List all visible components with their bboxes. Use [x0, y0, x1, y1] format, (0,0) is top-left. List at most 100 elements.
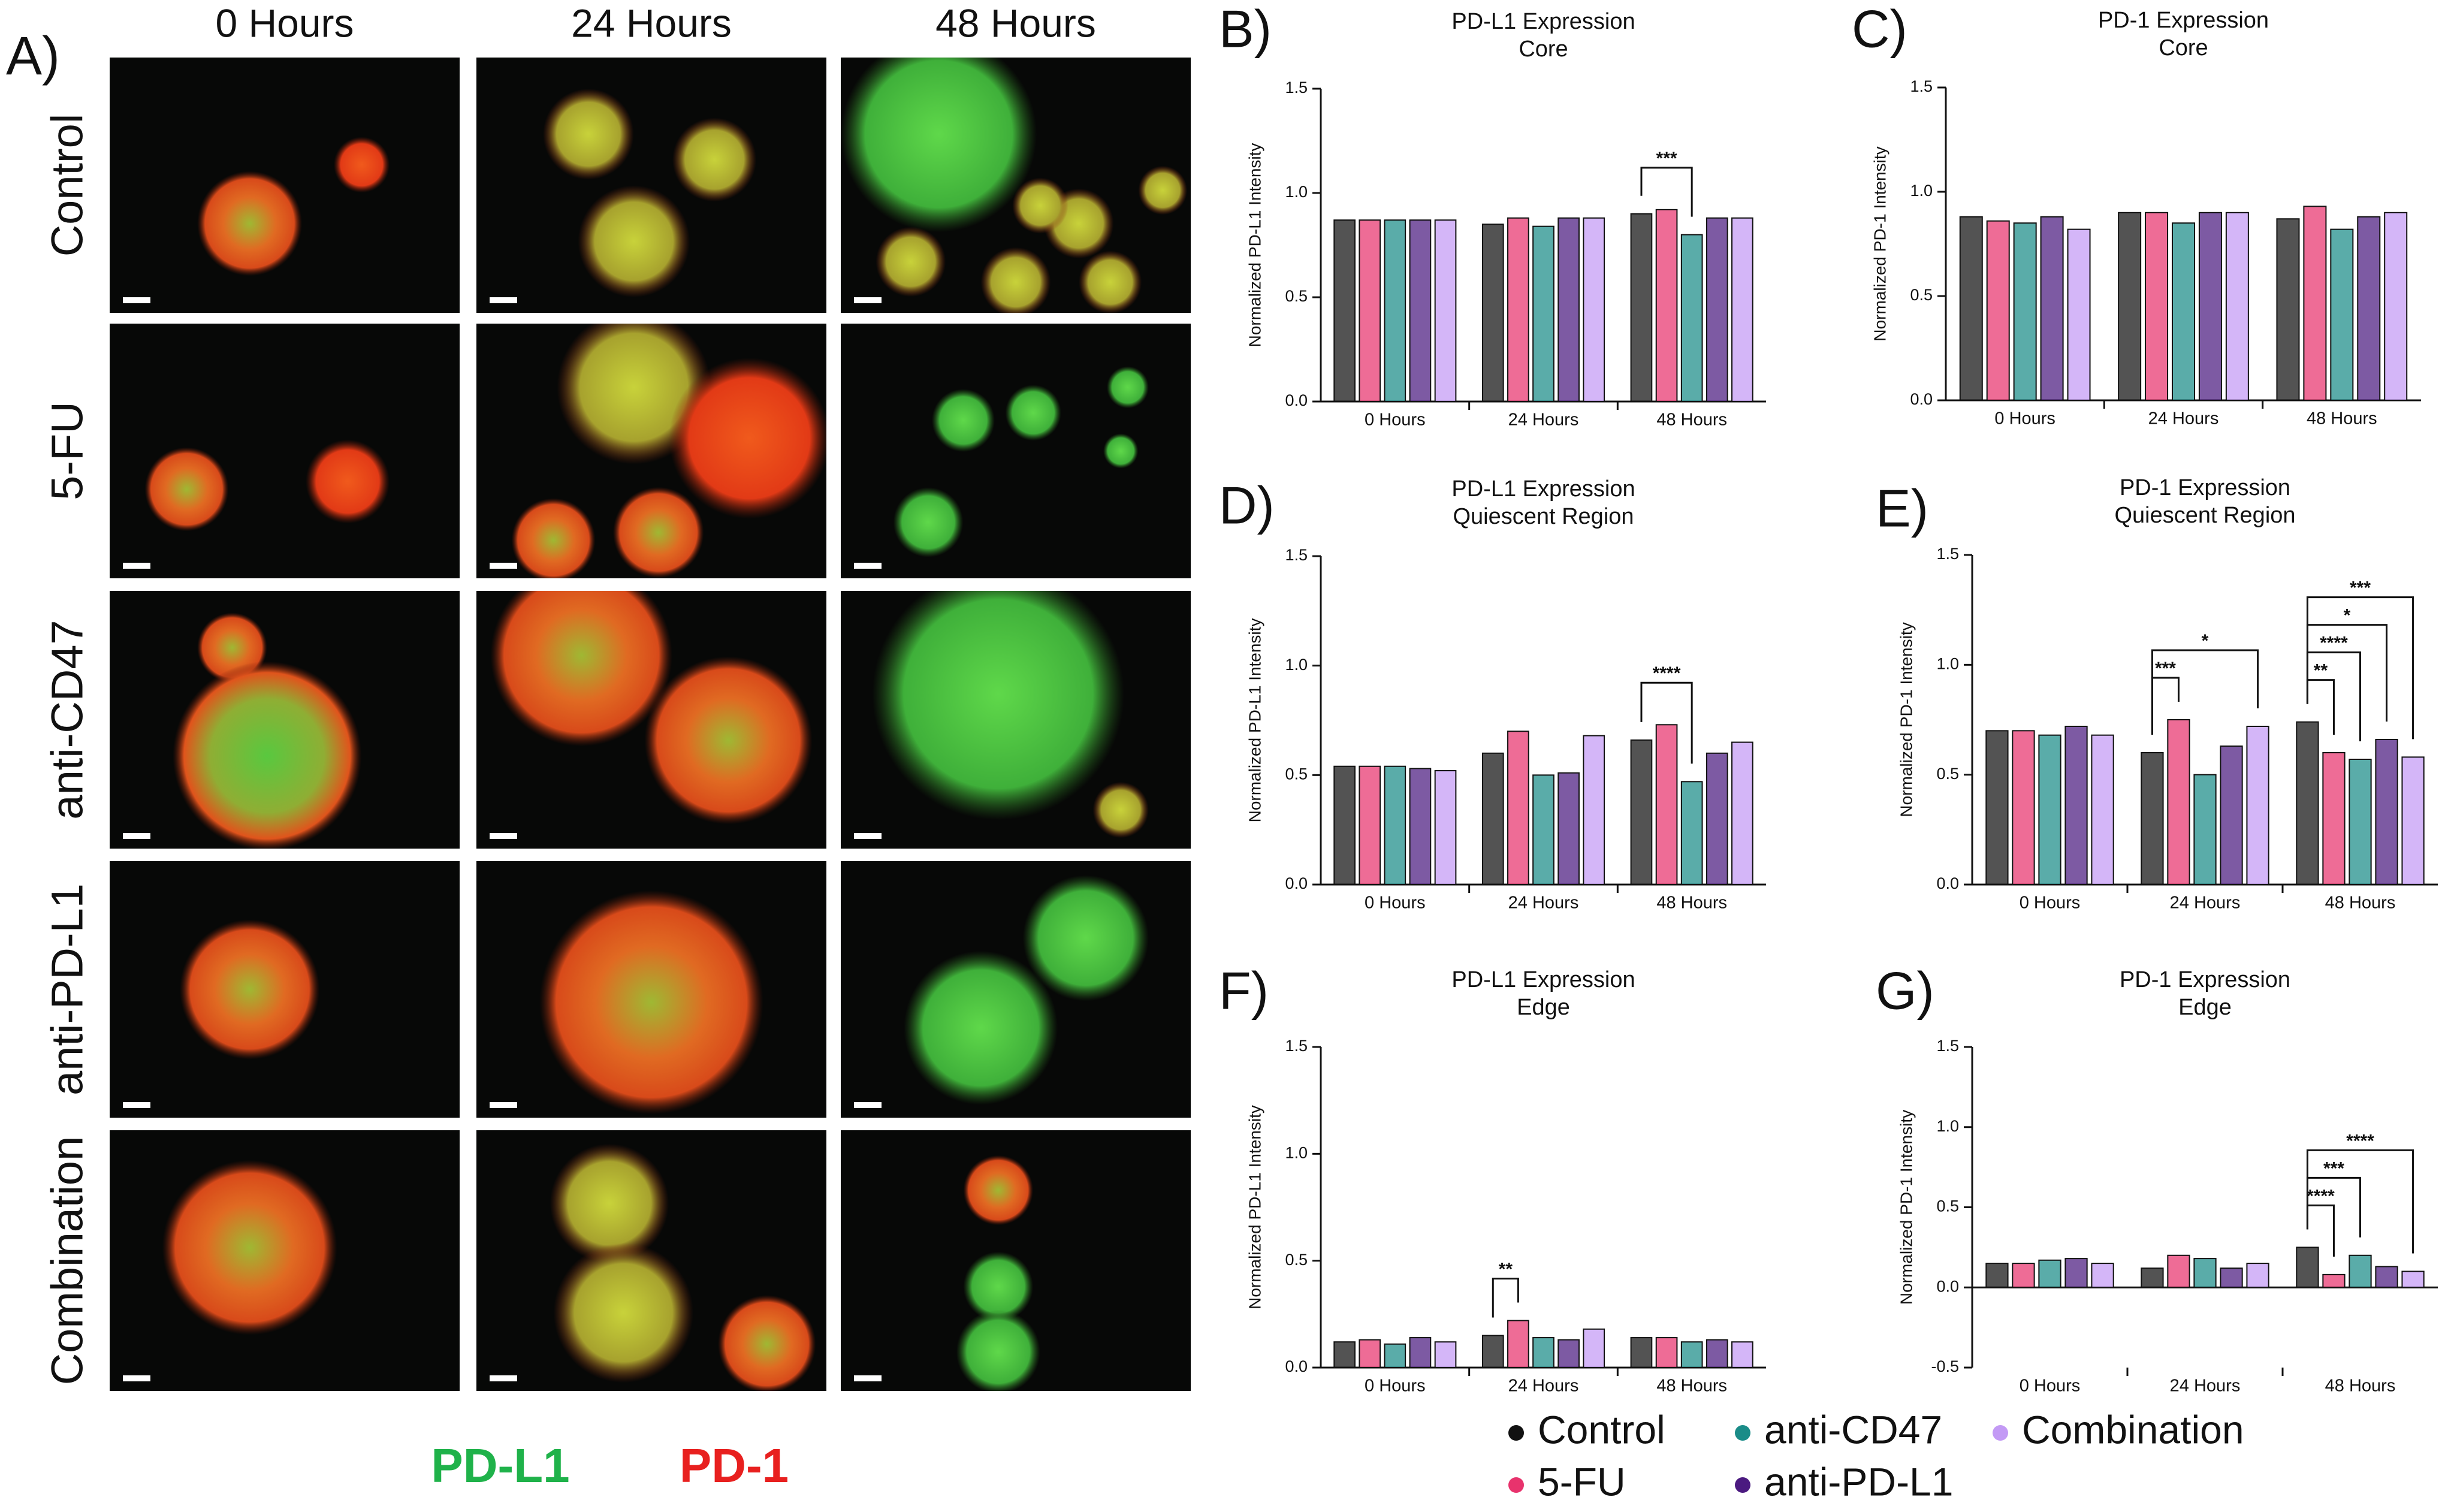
spheroid: [1079, 251, 1142, 313]
y-tick-label: 1.0: [1285, 183, 1308, 201]
spheroid: [963, 1155, 1034, 1226]
bar: [1532, 225, 1554, 402]
panel-label: C): [1852, 0, 1907, 58]
significance-label: ****: [2346, 1131, 2374, 1151]
significance-bracket: [2306, 1149, 2414, 1254]
bar: [1557, 772, 1580, 886]
micrograph: [841, 591, 1191, 849]
spheroid: [612, 487, 704, 578]
chart-title: PD-L1 Expression: [1451, 476, 1635, 502]
bar: [1359, 219, 1381, 402]
micrograph: [476, 58, 826, 313]
spheroid: [173, 661, 362, 849]
y-tick-label: 1.5: [1936, 545, 1959, 563]
chart-title: PD-L1 Expression: [1451, 967, 1635, 992]
spheroid: [1106, 366, 1149, 409]
y-axis-label: Normalized PD-L1 Intensity: [1245, 1105, 1264, 1309]
bar: [2091, 734, 2114, 885]
scale-bar: [490, 1375, 517, 1381]
scale-bar: [490, 1102, 517, 1108]
x-tick-label: 24 Hours: [1508, 411, 1579, 430]
spheroid: [876, 227, 946, 297]
bar: [1557, 1339, 1580, 1368]
bar: [1583, 735, 1605, 886]
micrograph: [110, 58, 460, 313]
bar: [2091, 1263, 2114, 1288]
scale-bar: [123, 297, 150, 303]
legend-marker: [1735, 1477, 1750, 1493]
column-header: 48 Hours: [935, 1, 1096, 45]
scale-bar: [854, 1375, 882, 1381]
spheroid: [553, 1242, 694, 1383]
spheroid: [1012, 177, 1068, 234]
bar: [2225, 212, 2249, 401]
bar: [2375, 739, 2398, 885]
bar: [2167, 1254, 2190, 1288]
panel-label: F): [1219, 961, 1269, 1020]
x-tick-label: 0 Hours: [1994, 409, 2055, 428]
scale-bar: [490, 563, 517, 569]
y-tick-label: 0.0: [1936, 874, 1959, 892]
legend-label: 5-FU: [1538, 1459, 1626, 1504]
significance-label: **: [1499, 1259, 1513, 1279]
bar: [1333, 765, 1356, 885]
scale-bar: [854, 563, 882, 569]
bar: [2012, 1263, 2035, 1288]
micrograph: [110, 591, 460, 849]
micrograph: [476, 861, 826, 1118]
bar: [2349, 759, 2372, 885]
bar: [2013, 222, 2037, 401]
bar: [2296, 1247, 2319, 1288]
bar: [1630, 1337, 1653, 1368]
micrograph-background: [841, 324, 1191, 578]
chart-title: PD-L1 Expression: [1451, 9, 1635, 34]
bar: [1680, 1341, 1703, 1368]
bar: [1384, 1343, 1406, 1368]
x-tick-label: 24 Hours: [1508, 894, 1579, 913]
spheroid: [963, 1251, 1034, 1322]
y-tick-label: 1.0: [1936, 1117, 1959, 1135]
y-axis-label: Normalized PD-L1 Intensity: [1245, 143, 1264, 348]
panel-label: E): [1876, 478, 1928, 538]
spheroid: [644, 656, 813, 825]
bar: [2171, 222, 2196, 401]
bar: [1731, 1341, 1753, 1368]
scale-bar: [854, 1102, 882, 1108]
legend-marker: [1993, 1425, 2008, 1441]
micrograph: [476, 591, 826, 849]
y-tick-label: 1.5: [1285, 546, 1308, 564]
bar: [1333, 219, 1356, 402]
spheroid: [578, 185, 690, 298]
x-tick-label: 48 Hours: [1656, 411, 1727, 430]
bar: [2118, 212, 2142, 401]
bar: [1655, 209, 1678, 402]
spheroid: [1138, 165, 1188, 215]
micrograph: [841, 58, 1191, 313]
column-header: 24 Hours: [571, 1, 732, 45]
significance-label: ***: [2350, 578, 2371, 598]
bar: [1557, 217, 1580, 402]
spheroid: [306, 439, 390, 524]
y-tick-label: 0.0: [1910, 390, 1933, 408]
bar: [2322, 1273, 2346, 1288]
bar: [1985, 730, 2009, 886]
scale-bar: [123, 1102, 150, 1108]
bar: [1507, 1320, 1529, 1369]
y-tick-label: 0.5: [1936, 1197, 1959, 1215]
chart-subtitle: Edge: [1517, 995, 1570, 1020]
spheroid: [717, 1294, 816, 1391]
y-tick-label: 1.5: [1936, 1037, 1959, 1055]
x-tick-label: 24 Hours: [2148, 409, 2219, 428]
chart-subtitle: Edge: [2178, 995, 2232, 1020]
spheroid: [197, 171, 303, 276]
y-tick-label: 0.5: [1285, 765, 1308, 783]
bar: [1481, 752, 1504, 886]
significance-label: ***: [2323, 1158, 2344, 1178]
micrograph: [841, 324, 1191, 578]
stain-label: PD-L1: [431, 1439, 569, 1492]
bar: [2167, 719, 2190, 885]
bar: [1655, 1337, 1678, 1368]
x-tick-label: 0 Hours: [2020, 1377, 2081, 1396]
y-tick-label: 1.0: [1285, 1143, 1308, 1161]
